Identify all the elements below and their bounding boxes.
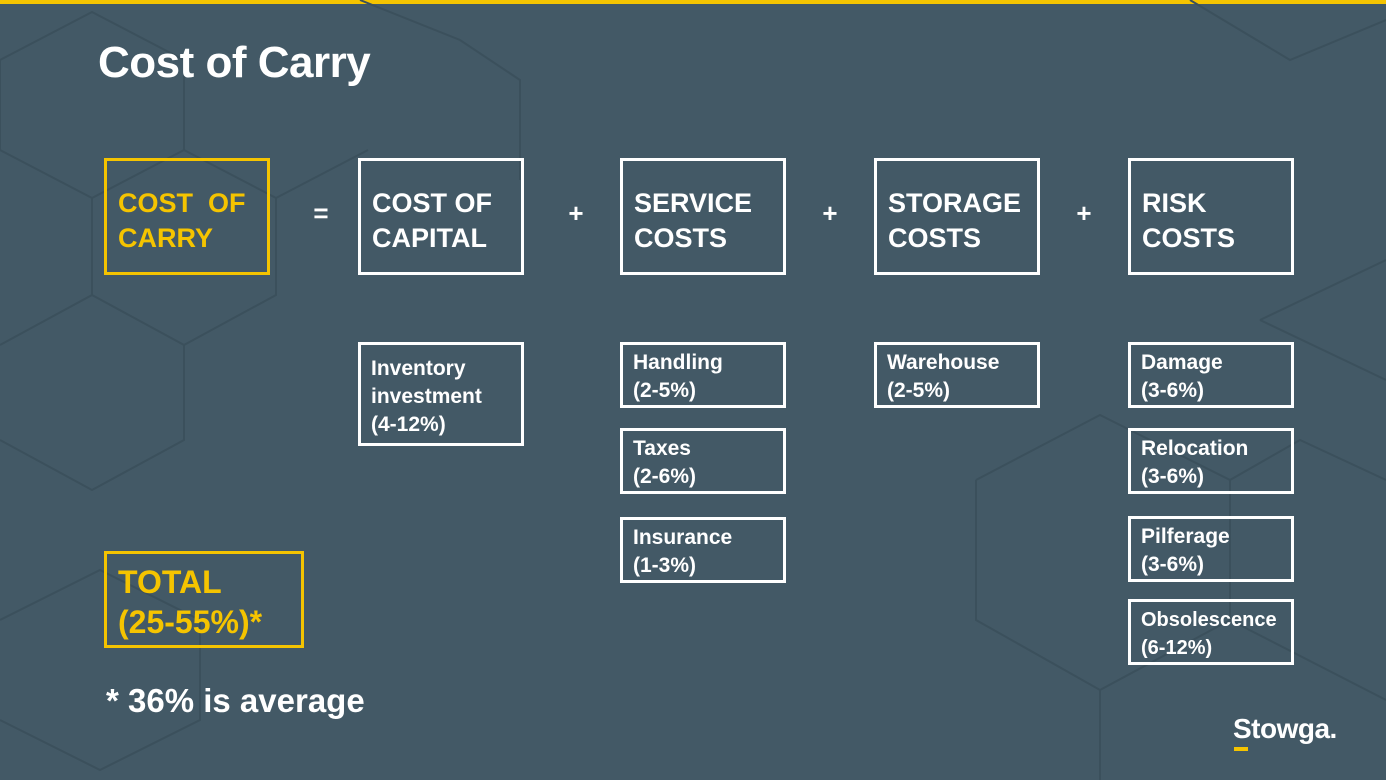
inventory-investment-value: (4-12%) — [371, 413, 446, 436]
relocation-box: Relocation (3-6%) — [1128, 428, 1294, 494]
logo-accent-bar — [1234, 747, 1248, 751]
storage-costs-box: STORAGE COSTS — [874, 158, 1040, 275]
cost-of-carry-line2: CARRY — [118, 223, 214, 253]
damage-box: Damage (3-6%) — [1128, 342, 1294, 408]
warehouse-label: Warehouse — [887, 351, 1000, 374]
plus-operator-1: + — [568, 198, 584, 228]
taxes-box: Taxes (2-6%) — [620, 428, 786, 494]
obsolescence-box: Obsolescence (6-12%) — [1128, 599, 1294, 665]
obsolescence-value: (6-12%) — [1141, 637, 1213, 659]
pilferage-value: (3-6%) — [1141, 553, 1205, 576]
plus-operator-2: + — [822, 198, 838, 228]
handling-value: (2-5%) — [633, 379, 697, 402]
damage-value: (3-6%) — [1141, 379, 1205, 402]
plus-operator-3: + — [1076, 198, 1092, 228]
page-title: Cost of Carry — [98, 38, 371, 87]
pilferage-box: Pilferage (3-6%) — [1128, 516, 1294, 582]
cost-of-capital-box: COST OF CAPITAL — [358, 158, 524, 275]
warehouse-box: Warehouse (2-5%) — [874, 342, 1040, 408]
risk-costs-line1: RISK — [1142, 188, 1207, 218]
warehouse-value: (2-5%) — [887, 379, 951, 402]
top-accent-bar — [0, 0, 1386, 4]
inventory-investment-line2: investment — [371, 385, 482, 408]
storage-costs-line1: STORAGE — [888, 188, 1022, 218]
insurance-value: (1-3%) — [633, 554, 697, 577]
handling-box: Handling (2-5%) — [620, 342, 786, 408]
relocation-label: Relocation — [1141, 437, 1249, 460]
cost-of-capital-line1: COST OF — [372, 188, 492, 218]
storage-costs-line2: COSTS — [888, 223, 982, 253]
inventory-investment-line1: Inventory — [371, 357, 466, 380]
risk-costs-box: RISK COSTS — [1128, 158, 1294, 275]
total-label: TOTAL — [118, 564, 222, 600]
average-footnote: * 36% is average — [106, 682, 365, 719]
total-value: (25-55%)* — [118, 604, 263, 640]
insurance-label: Insurance — [633, 526, 733, 549]
cost-of-capital-line2: CAPITAL — [372, 223, 487, 253]
total-box: TOTAL (25-55%)* — [104, 551, 304, 648]
cost-of-carry-line1: COST OF — [118, 188, 246, 218]
damage-label: Damage — [1141, 351, 1223, 374]
inventory-investment-box: Inventory investment (4-12%) — [358, 342, 524, 446]
insurance-box: Insurance (1-3%) — [620, 517, 786, 583]
service-costs-line1: SERVICE — [634, 188, 753, 218]
risk-costs-line2: COSTS — [1142, 223, 1236, 253]
obsolescence-label: Obsolescence — [1141, 609, 1277, 631]
taxes-value: (2-6%) — [633, 465, 697, 488]
pilferage-label: Pilferage — [1141, 525, 1230, 548]
equals-operator: = — [313, 198, 329, 228]
handling-label: Handling — [633, 351, 723, 374]
relocation-value: (3-6%) — [1141, 465, 1205, 488]
taxes-label: Taxes — [633, 437, 691, 460]
cost-of-carry-box: COST OF CARRY — [104, 158, 270, 275]
service-costs-box: SERVICE COSTS — [620, 158, 786, 275]
service-costs-line2: COSTS — [634, 223, 728, 253]
stowga-logo: Stowga. — [1233, 713, 1337, 744]
